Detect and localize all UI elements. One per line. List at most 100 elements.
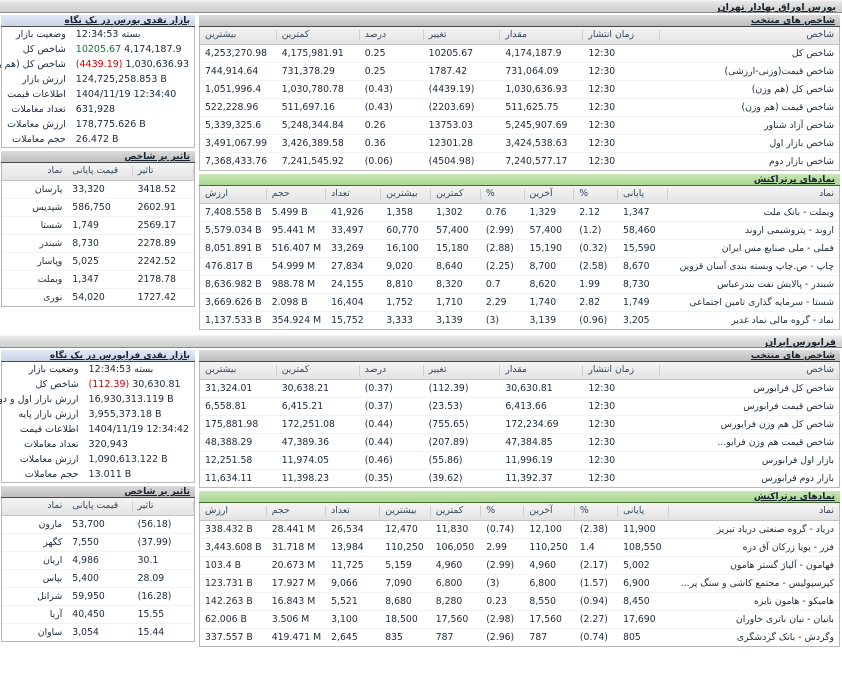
table-row: بازار دوم فرابورس 12:30 11,392.37 (39.62) (0… xyxy=(200,470,839,488)
index-name[interactable]: شاخص بازار اول xyxy=(660,134,839,153)
traded-symbol[interactable]: هامیکو - هامون نایزه xyxy=(668,592,839,611)
impact-symbol[interactable]: آریا xyxy=(2,605,68,624)
impact-close-price: 8,730 xyxy=(67,234,133,253)
index-name[interactable]: شاخص قیمت هم وزن فرابو... xyxy=(660,433,839,452)
traded-col-header: حجم xyxy=(266,186,327,204)
traded-symbol[interactable]: بانیان - نیان باتری خاوران xyxy=(668,610,839,629)
traded-symbol[interactable]: کپرسپولیس - مجتمع کاشی و سنگ پر... xyxy=(668,574,839,593)
traded-symbol[interactable]: فهامون - آلیاژ گستر هامون xyxy=(668,556,839,575)
traded-last-percent: 0.76 xyxy=(480,203,525,222)
impact-symbol[interactable]: اریان xyxy=(2,551,68,570)
index-low: 47,389.36 xyxy=(276,433,360,452)
table-row: بانیان - نیان باتری خاوران 17,690 (2.27) 17… xyxy=(200,610,839,629)
impact-symbol[interactable]: وبملت xyxy=(2,270,68,289)
summary-row: 124,725,258.853 B ارزش بازار xyxy=(0,72,194,87)
impact-close-price: 33,320 xyxy=(67,180,133,199)
impact-effect: 2569.17 xyxy=(132,216,194,235)
traded-low: 11,830 xyxy=(430,520,482,539)
traded-symbol[interactable]: وبملت - بانک ملت xyxy=(667,203,839,222)
traded-symbol[interactable]: وگردش - بانک گردشگری xyxy=(736,632,834,643)
traded-high: 110,250 xyxy=(380,538,431,557)
traded-symbol[interactable]: شبندر - پالایش نفت بندرعباس xyxy=(667,275,839,294)
index-value: 30,630.81 xyxy=(500,379,584,398)
index-low: 30,638.21 xyxy=(276,379,360,398)
traded-volume: 2.098 B xyxy=(266,293,327,312)
summary-row: 178,775.626 B ارزش معاملات xyxy=(0,117,194,132)
impact-symbol[interactable]: کگهر xyxy=(2,533,68,552)
traded-close-percent: (0.96) xyxy=(579,315,608,326)
traded-last-percent: (2.25) xyxy=(480,257,525,276)
index-value: 4,174,187.9 xyxy=(500,44,584,63)
traded-last-price: 8,700 xyxy=(524,257,575,276)
traded-value: 8,636.982 B xyxy=(200,275,267,294)
summary-row: 10205.67 4,174,187.9 شاخص کل xyxy=(0,42,194,57)
traded-count: 3,100 xyxy=(326,610,381,629)
traded-symbol[interactable]: فزر - پویا زرکان آق دره xyxy=(668,538,839,557)
impact-symbol[interactable]: نوری xyxy=(43,292,63,303)
summary-value: 26.472 B xyxy=(75,134,119,145)
market-title: بورس اوراق بهادار تهران xyxy=(0,0,842,13)
traded-close-percent: 1.4 xyxy=(574,538,619,557)
impact-symbol[interactable]: وپاسار xyxy=(2,252,68,271)
traded-last-percent: (2.88) xyxy=(480,239,525,258)
summary-value: 320,943 xyxy=(88,439,128,450)
impact-symbol[interactable]: بپاس xyxy=(2,569,68,588)
traded-high: 8,680 xyxy=(380,592,431,611)
traded-low: 4,960 xyxy=(430,556,482,575)
index-name[interactable]: بازار اول فرابورس xyxy=(660,451,839,470)
traded-last-percent: (3) xyxy=(485,315,500,326)
impact-symbol[interactable]: پارسان xyxy=(2,180,68,199)
traded-low: 106,050 xyxy=(430,538,482,557)
summary-value: 124,725,258.853 B xyxy=(75,74,167,85)
summary-label: تعداد معاملات xyxy=(11,104,66,115)
index-name[interactable]: شاخص قیمت فرابورس xyxy=(660,397,839,416)
index-name[interactable]: شاخص کل xyxy=(660,44,839,63)
index-name[interactable]: شاخص کل هم وزن فرابورس xyxy=(660,415,839,434)
traded-col-header: تعداد xyxy=(326,186,382,204)
traded-symbol[interactable]: چاپ - ص.چاپ وبسته بندی آسان قزوین xyxy=(667,257,839,276)
index-name[interactable]: شاخص بازار دوم xyxy=(768,156,834,167)
selected-indices-table: شاخص زمان انتشار مقدار تغییر درصد کمترین بیشتر… xyxy=(200,362,839,487)
impact-effect: 15.44 xyxy=(137,627,165,638)
index-name[interactable]: بازار دوم فرابورس xyxy=(761,473,834,484)
traded-volume: 5.499 B xyxy=(266,203,327,222)
impact-effect: 15.55 xyxy=(132,605,194,624)
traded-symbol[interactable]: نماد - گروه مالی نماد غدیر xyxy=(731,315,834,326)
impact-close-price: 5,025 xyxy=(67,252,133,271)
impact-effect: 28.09 xyxy=(132,569,194,588)
impact-symbol[interactable]: شپدیس xyxy=(2,198,68,217)
traded-last-percent: (2.99) xyxy=(480,221,525,240)
traded-value: 5,579.034 B xyxy=(200,221,267,240)
traded-symbol[interactable]: فملی - ملی صنایع مس ایران xyxy=(667,239,839,258)
traded-col-header: ارزش xyxy=(200,503,267,521)
traded-symbol[interactable]: دریاد - گروه صنعتی دریاد تبریز xyxy=(668,520,839,539)
traded-volume: 17.927 M xyxy=(266,574,327,593)
summary-value-cell: 16,930,313.119 B xyxy=(84,392,194,407)
selected-indices-header: شاخص های منتخب xyxy=(199,15,840,27)
index-col-header: کمترین xyxy=(276,362,360,380)
index-name[interactable]: شاخص قیمت(وزنی-ارزشی) xyxy=(660,62,839,81)
traded-symbol[interactable]: اروند - پتروشیمی اروند xyxy=(667,221,839,240)
index-change: 12301.28 xyxy=(423,134,501,153)
impact-symbol[interactable]: ساوان xyxy=(37,627,63,638)
traded-low: 3,139 xyxy=(436,315,463,326)
impact-symbol[interactable]: شستا xyxy=(2,216,68,235)
index-percent: (0.43) xyxy=(359,98,424,117)
impact-symbol[interactable]: مارون xyxy=(2,515,68,534)
index-name[interactable]: شاخص کل فرابورس xyxy=(660,379,839,398)
impact-effect: (37.99) xyxy=(132,533,194,552)
summary-label: تعداد معاملات xyxy=(24,439,79,450)
traded-symbol[interactable]: شستا - سرمایه گذاری تامین اجتماعی xyxy=(667,293,839,312)
index-name[interactable]: شاخص قیمت (هم وزن) xyxy=(660,98,839,117)
impact-symbol[interactable]: شبندر xyxy=(2,234,68,253)
index-name[interactable]: شاخص کل (هم وزن) xyxy=(660,80,839,99)
impact-symbol[interactable]: شرانل xyxy=(2,587,68,606)
index-publish-time: 12:30 xyxy=(583,44,661,63)
traded-volume: 419.471 M xyxy=(271,632,322,643)
summary-value: 1404/11/19 12:34:42 xyxy=(88,424,189,435)
index-low: 7,241,545.92 xyxy=(281,156,344,167)
traded-value: 3,443.608 B xyxy=(200,538,267,557)
index-name[interactable]: شاخص آزاد شناور xyxy=(660,116,839,135)
index-low: 731,378.29 xyxy=(276,62,360,81)
traded-close-price: 17,690 xyxy=(618,610,669,629)
